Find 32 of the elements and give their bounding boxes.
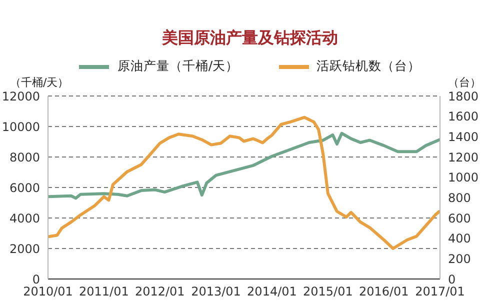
x-tick-label: 2014/01 (247, 284, 297, 299)
y2-tick-label: 600 (448, 211, 471, 226)
x-tick-label: 2012/01 (134, 284, 185, 299)
y-tick-label: 6000 (9, 180, 40, 195)
y2-tick-label: 1000 (448, 170, 479, 185)
x-tick-label: 2017/01 (415, 284, 465, 299)
chart-title: 美国原油产量及钻探活动 (160, 28, 339, 49)
y2-tick-label: 400 (448, 232, 471, 246)
legend-label: 活跃钻机数（台） (316, 58, 421, 75)
y2-tick-label: 0 (448, 272, 456, 286)
y-tick-label: 12000 (2, 89, 40, 104)
y-tick-label: 4000 (9, 211, 40, 226)
y2-tick-label: 1800 (448, 89, 479, 104)
x-tick-label: 2016/01 (358, 284, 409, 299)
y-axis-title: （千桶/天） (10, 75, 69, 90)
x-tick-label: 2010/01 (23, 284, 73, 299)
y-tick-label: 10000 (2, 120, 40, 134)
legend-label: 原油产量（千桶/天） (117, 58, 239, 75)
line-series (48, 132, 440, 200)
x-tick-label: 2013/01 (191, 284, 241, 299)
y-tick-label: 8000 (9, 150, 40, 164)
y2-tick-label: 200 (448, 252, 471, 266)
line-series (48, 116, 440, 250)
y2-tick-label: 1400 (448, 130, 479, 144)
y2-tick-label: 1600 (448, 110, 479, 124)
y2-axis-title: （台） (448, 75, 481, 90)
y2-tick-label: 800 (448, 190, 471, 205)
y-tick-label: 2000 (9, 242, 40, 256)
x-tick-label: 2011/01 (79, 284, 129, 299)
x-tick-label: 2015/01 (303, 284, 353, 299)
y-tick-label: 0 (32, 272, 40, 286)
y2-tick-label: 1200 (448, 150, 479, 164)
